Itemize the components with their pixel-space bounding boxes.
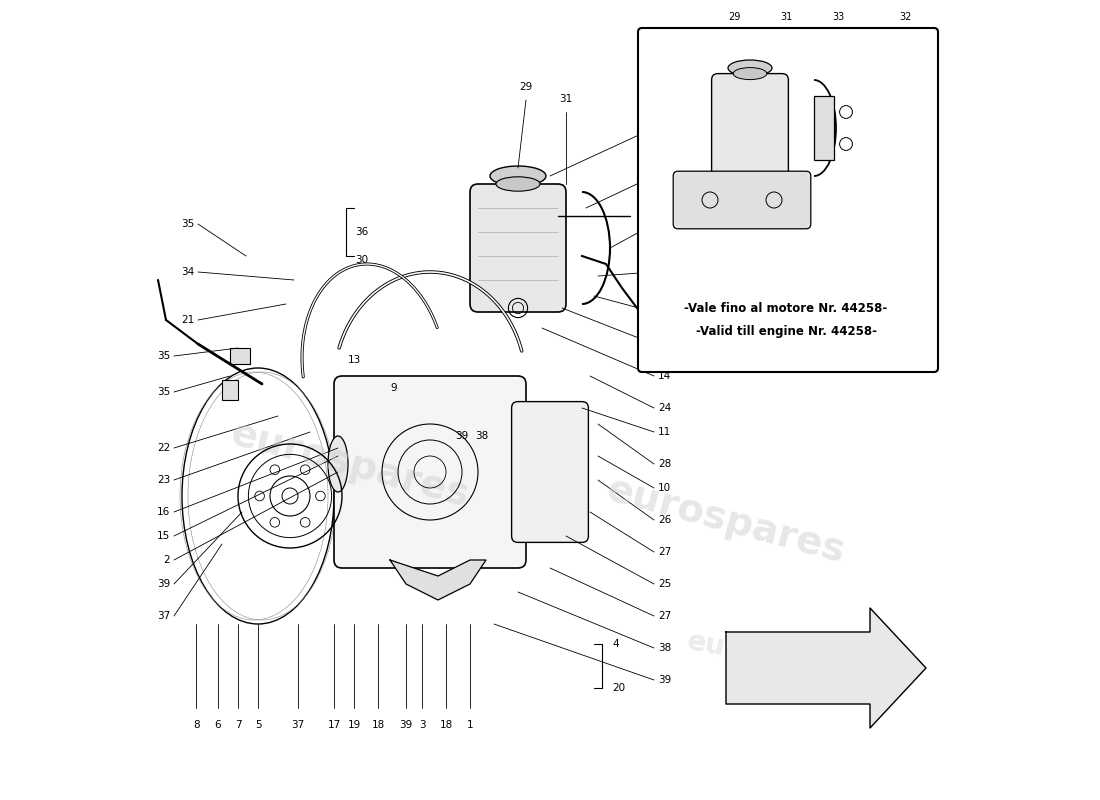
Polygon shape <box>390 560 486 600</box>
Text: 31: 31 <box>658 171 671 181</box>
Text: 38: 38 <box>658 643 671 653</box>
FancyBboxPatch shape <box>334 376 526 568</box>
Text: 12: 12 <box>658 339 671 349</box>
Text: 38: 38 <box>475 431 488 441</box>
Ellipse shape <box>496 177 540 191</box>
Text: -Vale fino al motore Nr. 44258-: -Vale fino al motore Nr. 44258- <box>684 302 888 314</box>
FancyBboxPatch shape <box>638 28 938 372</box>
FancyBboxPatch shape <box>470 184 566 312</box>
Text: 16: 16 <box>156 507 170 517</box>
Text: eurospares: eurospares <box>685 627 864 685</box>
Text: 29: 29 <box>658 123 671 133</box>
Ellipse shape <box>728 60 772 76</box>
Text: 10: 10 <box>658 483 671 493</box>
Text: 7: 7 <box>234 720 241 730</box>
Ellipse shape <box>490 166 546 186</box>
Ellipse shape <box>734 68 767 80</box>
Text: 15: 15 <box>156 531 170 541</box>
Text: 31: 31 <box>780 11 792 22</box>
Text: eurospares: eurospares <box>227 414 473 514</box>
Text: -Valid till engine Nr. 44258-: -Valid till engine Nr. 44258- <box>695 326 877 338</box>
Text: 28: 28 <box>658 307 671 317</box>
Text: 9: 9 <box>390 383 397 393</box>
FancyBboxPatch shape <box>673 171 811 229</box>
Text: 28: 28 <box>658 459 671 469</box>
Text: 39: 39 <box>399 720 412 730</box>
Text: 1: 1 <box>466 720 473 730</box>
Text: 18: 18 <box>439 720 452 730</box>
Text: 4: 4 <box>613 639 619 649</box>
Text: 33: 33 <box>832 11 844 22</box>
Text: 14: 14 <box>658 371 671 381</box>
Text: 3: 3 <box>419 720 426 730</box>
Text: 27: 27 <box>658 547 671 557</box>
Text: 25: 25 <box>658 579 671 589</box>
Text: 33: 33 <box>658 267 671 277</box>
Text: 31: 31 <box>560 94 573 104</box>
Bar <box>230 348 250 364</box>
Text: 27: 27 <box>658 611 671 621</box>
Text: 36: 36 <box>355 227 368 237</box>
Text: 6: 6 <box>214 720 221 730</box>
Text: 32: 32 <box>658 219 671 229</box>
FancyBboxPatch shape <box>712 74 789 190</box>
Text: 37: 37 <box>156 611 170 621</box>
Text: 19: 19 <box>348 720 361 730</box>
Text: 35: 35 <box>156 387 170 397</box>
Text: 24: 24 <box>658 403 671 413</box>
Bar <box>814 96 834 160</box>
Text: 21: 21 <box>180 315 194 325</box>
Text: 13: 13 <box>348 355 361 365</box>
Text: eurospares: eurospares <box>603 470 849 570</box>
Text: 18: 18 <box>372 720 385 730</box>
Text: 17: 17 <box>328 720 341 730</box>
Text: 11: 11 <box>658 427 671 437</box>
Text: 2: 2 <box>164 555 170 565</box>
Text: 32: 32 <box>900 11 912 22</box>
Text: 5: 5 <box>255 720 262 730</box>
Text: 29: 29 <box>728 11 740 22</box>
Text: 26: 26 <box>658 515 671 525</box>
Ellipse shape <box>328 436 348 492</box>
Text: 22: 22 <box>156 443 170 453</box>
Text: 35: 35 <box>156 351 170 361</box>
Polygon shape <box>726 608 926 728</box>
Text: 34: 34 <box>180 267 194 277</box>
Text: 39: 39 <box>156 579 170 589</box>
Text: 39: 39 <box>455 431 469 441</box>
Bar <box>222 380 238 400</box>
Text: 29: 29 <box>519 82 532 92</box>
Text: 23: 23 <box>156 475 170 485</box>
Text: 30: 30 <box>355 255 368 265</box>
Text: 39: 39 <box>658 675 671 685</box>
Text: 35: 35 <box>180 219 194 229</box>
Text: 37: 37 <box>292 720 305 730</box>
Text: 8: 8 <box>194 720 200 730</box>
Text: 20: 20 <box>613 683 626 693</box>
FancyBboxPatch shape <box>512 402 588 542</box>
